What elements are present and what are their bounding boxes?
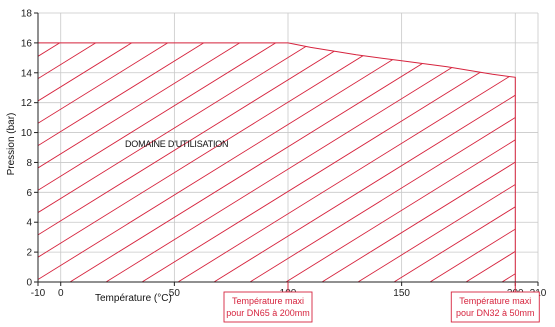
hatch-line (38, 42, 397, 283)
y-tick-labels: 0 2 4 6 8 10 12 14 16 18 (21, 9, 33, 289)
hatch-line (38, 42, 253, 283)
y-tick-label: 14 (21, 68, 33, 79)
hatch-line (285, 42, 516, 283)
hatch-line (357, 42, 516, 283)
region-label: DOMAINE D'UTILISATION (125, 139, 228, 149)
axes (34, 12, 539, 286)
hatch-line (538, 13, 555, 282)
hatch-line (38, 42, 145, 283)
hatch-fill (38, 13, 555, 283)
y-tick-label: 16 (21, 38, 33, 49)
hatch-line (249, 42, 516, 283)
grid-lines (38, 12, 539, 282)
x-tick-label: 50 (169, 288, 181, 299)
hatch-line (321, 42, 516, 283)
hatch-line (501, 42, 516, 283)
x-tick-label: -10 (31, 288, 46, 299)
x-tick-label: 150 (393, 288, 410, 299)
annotations: Température maxi pour DN65 à 200mm Tempéra… (223, 282, 540, 323)
hatch-line (38, 42, 181, 283)
y-axis-label: Pression (bar) (6, 113, 17, 176)
hatch-line (213, 42, 516, 283)
annotation-line-1: Température maxi (232, 296, 304, 306)
y-tick-label: 18 (21, 9, 33, 20)
annotation-line-2: pour DN65 à 200mm (226, 308, 310, 318)
hatch-line (393, 42, 516, 283)
y-tick-label: 2 (26, 248, 32, 259)
hatch-line (429, 42, 516, 283)
y-tick-label: 8 (26, 158, 32, 169)
region-boundary (38, 42, 516, 283)
hatch-line (38, 42, 325, 283)
hatch-line (38, 42, 469, 283)
hatch-line (38, 42, 217, 283)
y-tick-label: 12 (21, 98, 33, 109)
annotation-line-1: Température maxi (459, 296, 531, 306)
annotation-line-2: pour DN32 à 50mm (456, 308, 535, 318)
y-tick-label: 0 (26, 278, 32, 289)
hatch-line (38, 42, 289, 283)
x-tick-label: 0 (58, 288, 64, 299)
hatch-line (38, 42, 361, 283)
y-tick-label: 4 (26, 218, 32, 229)
y-tick-label: 10 (21, 128, 33, 139)
annotation-box (450, 291, 540, 323)
hatch-line (465, 42, 516, 283)
annotation-box (223, 291, 313, 323)
y-tick-label: 6 (26, 188, 32, 199)
hatch-line (177, 42, 516, 283)
hatch-line (38, 42, 433, 283)
x-axis-label: Température (°C) (95, 293, 172, 304)
